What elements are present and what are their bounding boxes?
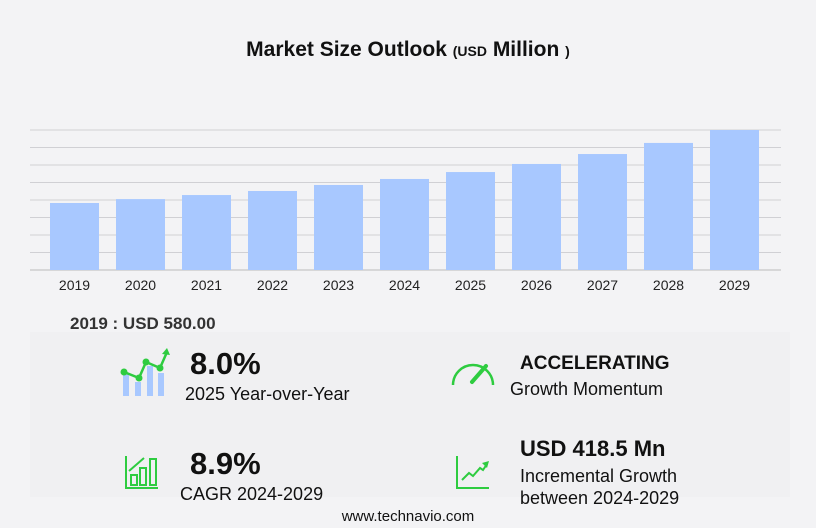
x-tick-label: 2026 [521,277,552,293]
incremental-period: between 2024-2029 [520,488,680,508]
bar-2020 [116,199,165,270]
incremental-value: USD 418.5 Mn [520,436,666,461]
momentum-value: ACCELERATING [520,353,670,374]
yoy-label: 2025 Year-over-Year [185,384,350,404]
chart-title: Market Size Outlook (USD Million ) [246,38,570,61]
x-tick-label: 2027 [587,277,618,293]
bar-2021 [182,195,231,270]
bar-2022 [248,190,297,270]
x-tick-label: 2022 [257,277,288,293]
bar-2019 [50,203,99,270]
bar-2026 [512,163,561,270]
bar-chart: 2019 2020 2021 2022 2023 2024 2025 2026 2027 2028… [30,129,781,293]
base-value: 2019 : USD 580.00 [70,314,216,333]
cagr-label: CAGR 2024-2029 [180,484,324,504]
bar-2025 [446,172,495,270]
x-tick-label: 2019 [59,277,90,293]
bar-2029 [710,130,759,270]
bar-2023 [314,184,363,270]
x-tick-label: 2028 [653,277,684,293]
trend-up-icon [456,456,489,489]
footer-url: www.technavio.com [341,508,475,525]
x-tick-label: 2029 [719,277,750,293]
x-tick-label: 2025 [455,277,486,293]
bar-2027 [578,154,627,270]
bar-growth-icon [125,456,158,489]
cagr-value: 8.9% [190,446,261,481]
yoy-value: 8.0% [190,346,261,381]
x-tick-label: 2024 [389,277,420,293]
line-bar-growth-icon [120,348,170,396]
incremental-label: Incremental Growth [520,466,678,486]
momentum-label: Growth Momentum [510,379,664,399]
bar-2024 [380,178,429,270]
bar-2028 [644,142,693,270]
x-tick-label: 2020 [125,277,156,293]
speedometer-icon [451,363,495,386]
x-tick-label: 2021 [191,277,222,293]
x-tick-label: 2023 [323,277,354,293]
